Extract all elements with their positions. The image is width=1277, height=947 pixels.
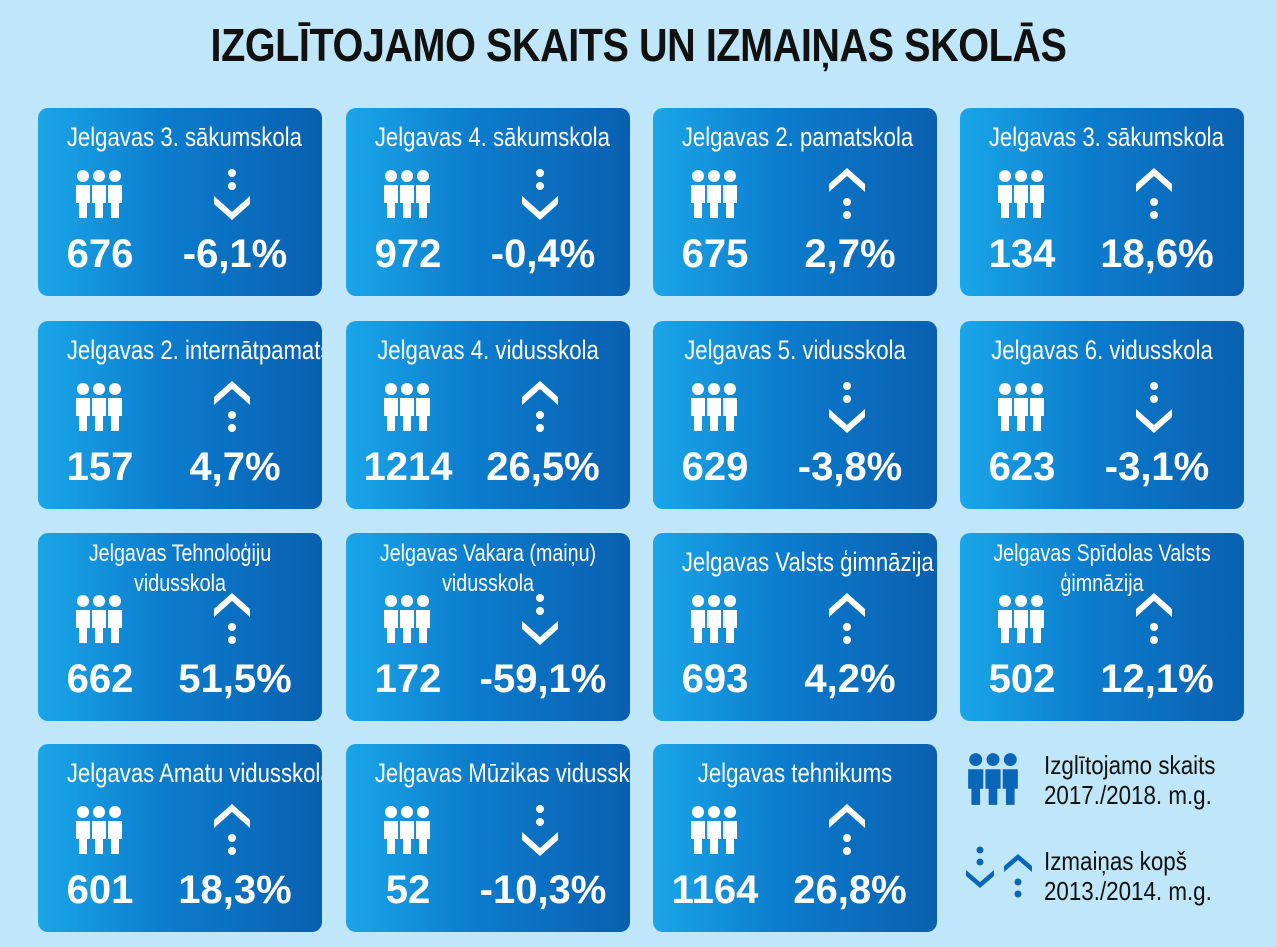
arrow-down-icon: [212, 168, 252, 220]
school-card: Jelgavas 2. pamatskola 675 2,7%: [653, 108, 937, 296]
change-percent: 4,7%: [189, 445, 281, 489]
people-icon: [382, 595, 432, 643]
school-card: Jelgavas 2. internātpamatskola 157 4,7%: [38, 321, 322, 509]
arrow-up-icon: [212, 804, 252, 856]
school-name: Jelgavas Tehnoloģiju vidusskola: [88, 540, 272, 597]
legend-students-line1: Izglītojamo skaits: [1044, 750, 1216, 780]
school-card: Jelgavas 3. sākumskola 676 -6,1%: [38, 108, 322, 296]
arrow-up-icon: [520, 381, 560, 433]
school-name: Jelgavas 2. pamatskola: [681, 122, 914, 152]
change-percent: 4,2%: [804, 657, 896, 701]
change-percent: -3,8%: [797, 445, 903, 489]
school-card: Jelgavas Spīdolas Valsts ģimnāzija 502 12,…: [960, 533, 1244, 721]
change-percent: 51,5%: [178, 657, 292, 701]
school-name: Jelgavas Valsts ģimnāzija: [681, 547, 934, 577]
student-count: 693: [681, 657, 749, 701]
arrow-down-icon: [520, 168, 560, 220]
school-name: Jelgavas Mūzikas vidusskola: [374, 758, 630, 788]
people-icon: [996, 383, 1046, 431]
school-name: Jelgavas 6. vidusskola: [991, 335, 1213, 365]
change-percent: 26,5%: [486, 445, 600, 489]
school-card: Jelgavas tehnikums 1164 26,8%: [653, 744, 937, 932]
student-count: 972: [374, 232, 442, 276]
school-name: Jelgavas 4. vidusskola: [377, 335, 599, 365]
student-count: 1214: [363, 445, 453, 489]
school-card: Jelgavas 4. vidusskola 1214 26,5%: [346, 321, 630, 509]
student-count: 52: [385, 868, 431, 912]
people-icon: [968, 753, 1018, 805]
legend-change-line2: 2013./2014. m.g.: [1044, 876, 1212, 906]
school-card: Jelgavas Amatu vidusskola 601 18,3%: [38, 744, 322, 932]
school-name: Jelgavas Vakara (maiņu) vidusskola: [379, 540, 597, 597]
student-count: 662: [66, 657, 134, 701]
arrow-up-icon: [827, 593, 867, 645]
student-count: 502: [988, 657, 1056, 701]
school-name: Jelgavas tehnikums: [697, 758, 893, 788]
legend-students-text: Izglītojamo skaits 2017./2018. m.g.: [1044, 750, 1215, 810]
change-percent: -10,3%: [479, 868, 607, 912]
school-name: Jelgavas 5. vidusskola: [684, 335, 906, 365]
school-name: Jelgavas 3. sākumskola: [66, 122, 302, 152]
people-icon: [996, 595, 1046, 643]
change-percent: -0,4%: [490, 232, 596, 276]
student-count: 134: [988, 232, 1056, 276]
arrow-up-icon: [1134, 168, 1174, 220]
arrow-down-icon: [520, 804, 560, 856]
school-name: Jelgavas 3. sākumskola: [988, 122, 1224, 152]
change-percent: 26,8%: [793, 868, 907, 912]
people-icon: [74, 170, 124, 218]
school-name: Jelgavas Amatu vidusskola: [66, 758, 322, 788]
page-title: IZGLĪTOJAMO SKAITS UN IZMAIŅAS SKOLĀS: [210, 19, 1067, 71]
school-name: Jelgavas Spīdolas Valsts ģimnāzija: [993, 540, 1211, 597]
people-icon: [382, 170, 432, 218]
student-count: 623: [988, 445, 1056, 489]
student-count: 675: [681, 232, 749, 276]
legend-change-line1: Izmaiņas kopš: [1044, 846, 1187, 876]
school-card: Jelgavas 6. vidusskola 623 -3,1%: [960, 321, 1244, 509]
people-icon: [689, 383, 739, 431]
student-count: 676: [66, 232, 134, 276]
school-card: Jelgavas Mūzikas vidusskola 52 -10,3%: [346, 744, 630, 932]
change-percent: 18,3%: [178, 868, 292, 912]
arrow-up-icon: [212, 381, 252, 433]
school-card: Jelgavas 3. sākumskola 134 18,6%: [960, 108, 1244, 296]
school-card: Jelgavas Valsts ģimnāzija 693 4,2%: [653, 533, 937, 721]
people-icon: [74, 595, 124, 643]
change-percent: -3,1%: [1104, 445, 1210, 489]
arrow-down-icon: [520, 593, 560, 645]
legend-change-text: Izmaiņas kopš 2013./2014. m.g.: [1044, 846, 1212, 906]
change-percent: -59,1%: [479, 657, 607, 701]
change-percent: 2,7%: [804, 232, 896, 276]
people-icon: [74, 806, 124, 854]
people-icon: [382, 806, 432, 854]
school-card: Jelgavas 4. sākumskola 972 -0,4%: [346, 108, 630, 296]
arrow-up-icon: [1134, 593, 1174, 645]
people-icon: [689, 595, 739, 643]
arrow-up-icon: [212, 593, 252, 645]
student-count: 172: [374, 657, 442, 701]
up-down-arrows-icon: [966, 846, 1032, 898]
student-count: 1164: [671, 868, 759, 912]
school-name: Jelgavas 2. internātpamatskola: [66, 335, 322, 365]
school-card: Jelgavas Vakara (maiņu) vidusskola 172 -59…: [346, 533, 630, 721]
people-icon: [74, 383, 124, 431]
change-percent: 18,6%: [1100, 232, 1214, 276]
arrow-up-icon: [827, 804, 867, 856]
school-card: Jelgavas 5. vidusskola 629 -3,8%: [653, 321, 937, 509]
student-count: 157: [66, 445, 134, 489]
change-percent: -6,1%: [182, 232, 288, 276]
school-card: Jelgavas Tehnoloģiju vidusskola 662 51,5%: [38, 533, 322, 721]
arrow-down-icon: [827, 381, 867, 433]
change-percent: 12,1%: [1100, 657, 1214, 701]
student-count: 601: [66, 868, 134, 912]
school-name: Jelgavas 4. sākumskola: [374, 122, 610, 152]
people-icon: [689, 170, 739, 218]
people-icon: [689, 806, 739, 854]
people-icon: [382, 383, 432, 431]
arrow-down-icon: [1134, 381, 1174, 433]
arrow-up-icon: [827, 168, 867, 220]
people-icon: [996, 170, 1046, 218]
legend-students-line2: 2017./2018. m.g.: [1044, 780, 1212, 810]
student-count: 629: [681, 445, 749, 489]
